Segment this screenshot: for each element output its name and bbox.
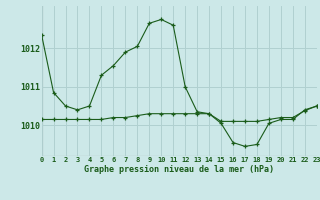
- X-axis label: Graphe pression niveau de la mer (hPa): Graphe pression niveau de la mer (hPa): [84, 165, 274, 174]
